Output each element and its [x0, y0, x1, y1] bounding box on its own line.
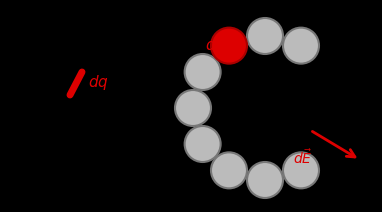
Text: $dq$: $dq$ [88, 73, 109, 92]
Circle shape [211, 152, 247, 188]
Circle shape [247, 162, 283, 198]
Circle shape [185, 126, 221, 162]
Circle shape [283, 28, 319, 64]
Circle shape [247, 18, 283, 54]
Text: $d\vec{E}$: $d\vec{E}$ [293, 148, 313, 167]
Text: $dq$: $dq$ [205, 36, 225, 55]
Circle shape [175, 90, 211, 126]
Circle shape [185, 54, 221, 90]
Circle shape [283, 152, 319, 188]
Circle shape [211, 28, 247, 64]
